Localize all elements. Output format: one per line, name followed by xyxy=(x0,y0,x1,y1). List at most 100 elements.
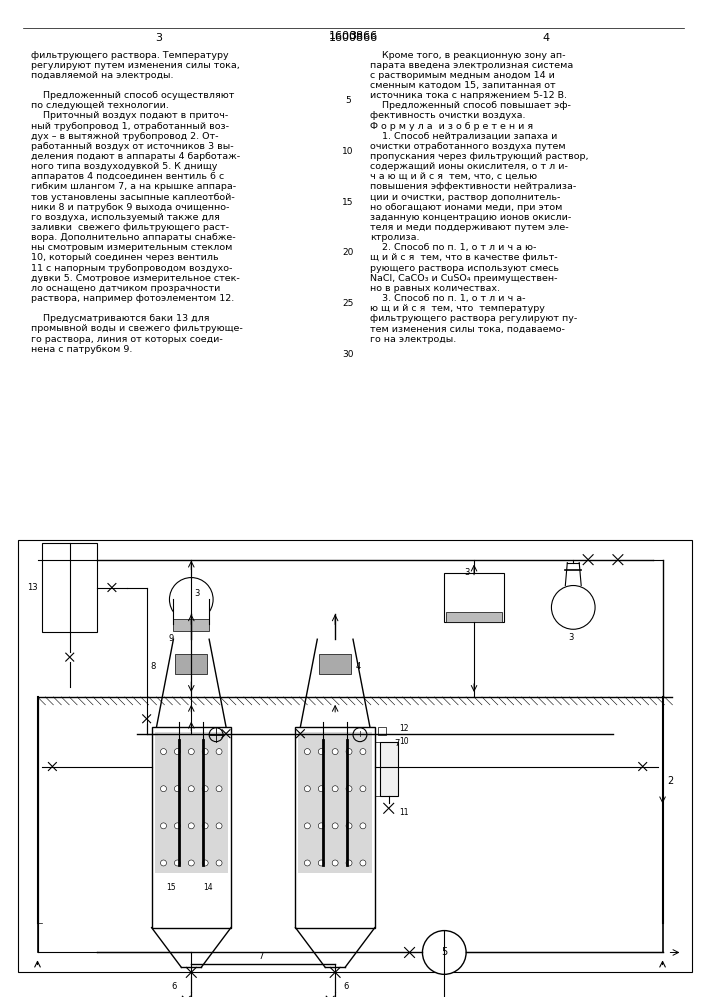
Text: тем изменения силы тока, подаваемо-: тем изменения силы тока, подаваемо- xyxy=(370,324,565,333)
Text: Предусматриваются баки 13 для: Предусматриваются баки 13 для xyxy=(30,314,209,323)
Circle shape xyxy=(305,786,310,792)
Circle shape xyxy=(216,860,222,866)
Text: 10: 10 xyxy=(399,737,409,746)
Text: 4: 4 xyxy=(356,662,361,671)
Text: 6: 6 xyxy=(171,982,177,991)
Text: 8: 8 xyxy=(150,662,156,671)
Text: 11: 11 xyxy=(399,808,409,817)
Text: NaCl, CaCO₃ и CuSO₄ преимуществен-: NaCl, CaCO₃ и CuSO₄ преимуществен- xyxy=(370,274,557,283)
Circle shape xyxy=(216,823,222,829)
Text: сменным катодом 15, запитанная от: сменным катодом 15, запитанная от xyxy=(370,81,556,90)
Text: теля и меди поддерживают путем эле-: теля и меди поддерживают путем эле- xyxy=(370,223,568,232)
Circle shape xyxy=(188,823,194,829)
Text: 7: 7 xyxy=(258,952,264,961)
Text: содержащий ионы окислителя, о т л и-: содержащий ионы окислителя, о т л и- xyxy=(370,162,568,171)
Text: Предложенный способ осуществляют: Предложенный способ осуществляют xyxy=(30,91,234,100)
Bar xyxy=(175,654,207,674)
Text: фильтрующего раствора. Температуру: фильтрующего раствора. Температуру xyxy=(30,51,228,60)
Text: но в равных количествах.: но в равных количествах. xyxy=(370,284,500,293)
Text: деления подают в аппараты 4 барботаж-: деления подают в аппараты 4 барботаж- xyxy=(30,152,240,161)
Text: заданную концентрацию ионов окисли-: заданную концентрацию ионов окисли- xyxy=(370,213,571,222)
Text: ции и очистки, раствор дополнитель-: ции и очистки, раствор дополнитель- xyxy=(370,193,560,202)
Bar xyxy=(444,573,504,622)
Circle shape xyxy=(360,749,366,755)
Text: Приточный воздух подают в приточ-: Приточный воздух подают в приточ- xyxy=(30,111,228,120)
Text: 10: 10 xyxy=(342,147,354,156)
Circle shape xyxy=(332,749,338,755)
Bar xyxy=(151,727,231,928)
Text: ны смотровым измерительным стеклом: ны смотровым измерительным стеклом xyxy=(30,243,232,252)
Circle shape xyxy=(305,749,310,755)
Text: Ф о р м у л а  и з о б р е т е н и я: Ф о р м у л а и з о б р е т е н и я xyxy=(370,122,533,131)
Text: 15: 15 xyxy=(167,883,176,892)
Text: ю щ и й с я  тем, что  температуру: ю щ и й с я тем, что температуру xyxy=(370,304,545,313)
Text: 20: 20 xyxy=(342,248,354,257)
Text: ного типа воздуходувкой 5. К днищу: ного типа воздуходувкой 5. К днищу xyxy=(30,162,217,171)
Circle shape xyxy=(423,931,466,974)
Bar xyxy=(446,612,502,622)
Circle shape xyxy=(216,749,222,755)
Text: гибким шлангом 7, а на крышке аппара-: гибким шлангом 7, а на крышке аппара- xyxy=(30,182,235,191)
Circle shape xyxy=(332,860,338,866)
Text: фильтрующего раствора регулируют пу-: фильтрующего раствора регулируют пу- xyxy=(370,314,577,323)
Text: 3: 3 xyxy=(464,568,469,577)
Text: 5: 5 xyxy=(441,947,448,957)
Bar xyxy=(298,732,372,873)
Text: источника тока с напряжением 5-12 В.: источника тока с напряжением 5-12 В. xyxy=(370,91,567,100)
Ellipse shape xyxy=(170,578,213,621)
Circle shape xyxy=(332,786,338,792)
Text: Предложенный способ повышает эф-: Предложенный способ повышает эф- xyxy=(370,101,571,110)
Circle shape xyxy=(160,786,166,792)
Circle shape xyxy=(318,786,325,792)
Circle shape xyxy=(202,860,208,866)
Text: 2. Способ по п. 1, о т л и ч а ю-: 2. Способ по п. 1, о т л и ч а ю- xyxy=(370,243,536,252)
Text: но обогащают ионами меди, при этом: но обогащают ионами меди, при этом xyxy=(370,203,562,212)
Text: промывной воды и свежего фильтрующе-: промывной воды и свежего фильтрующе- xyxy=(30,324,243,333)
Circle shape xyxy=(160,749,166,755)
Text: го воздуха, используемый также для: го воздуха, используемый также для xyxy=(30,213,219,222)
Bar xyxy=(296,727,375,928)
Text: 11 с напорным трубопроводом воздухо-: 11 с напорным трубопроводом воздухо- xyxy=(30,264,232,273)
Circle shape xyxy=(346,786,352,792)
Text: фективность очистки воздуха.: фективность очистки воздуха. xyxy=(370,111,525,120)
Circle shape xyxy=(346,749,352,755)
Text: повышения эффективности нейтрализа-: повышения эффективности нейтрализа- xyxy=(370,182,576,191)
Text: 30: 30 xyxy=(342,350,354,359)
Circle shape xyxy=(318,860,325,866)
Text: 15: 15 xyxy=(342,198,354,207)
Text: работанный воздух от источников 3 вы-: работанный воздух от источников 3 вы- xyxy=(30,142,233,151)
Text: 12: 12 xyxy=(399,724,409,733)
Text: 13: 13 xyxy=(28,583,38,592)
Text: подавляемой на электроды.: подавляемой на электроды. xyxy=(30,71,173,80)
Text: 25: 25 xyxy=(342,299,354,308)
Text: регулируют путем изменения силы тока,: регулируют путем изменения силы тока, xyxy=(30,61,239,70)
Circle shape xyxy=(305,823,310,829)
Circle shape xyxy=(175,860,180,866)
Text: 9: 9 xyxy=(168,634,174,643)
Circle shape xyxy=(188,786,194,792)
Text: по следующей технологии.: по следующей технологии. xyxy=(30,101,168,110)
Text: го на электроды.: го на электроды. xyxy=(370,335,456,344)
Text: рующего раствора используют смесь: рующего раствора используют смесь xyxy=(370,264,559,273)
Circle shape xyxy=(175,786,180,792)
Text: 3: 3 xyxy=(194,589,199,598)
Bar xyxy=(173,599,209,624)
Text: 1. Способ нейтрализации запаха и: 1. Способ нейтрализации запаха и xyxy=(370,132,557,141)
Circle shape xyxy=(346,860,352,866)
Bar xyxy=(173,619,209,631)
Text: ч а ю щ и й с я  тем, что, с целью: ч а ю щ и й с я тем, что, с целью xyxy=(370,172,537,181)
Text: 5: 5 xyxy=(345,96,351,105)
Circle shape xyxy=(160,823,166,829)
Text: 4: 4 xyxy=(543,33,550,43)
Circle shape xyxy=(305,860,310,866)
Text: 3. Способ по п. 1, о т л и ч а-: 3. Способ по п. 1, о т л и ч а- xyxy=(370,294,525,303)
Text: 14: 14 xyxy=(203,883,213,892)
Circle shape xyxy=(160,860,166,866)
Text: 7: 7 xyxy=(395,739,400,748)
Text: щ и й с я  тем, что в качестве фильт-: щ и й с я тем, что в качестве фильт- xyxy=(370,253,558,262)
Text: 1600866: 1600866 xyxy=(329,33,378,43)
Text: ный трубопровод 1, отработанный воз-: ный трубопровод 1, отработанный воз- xyxy=(30,122,228,131)
Circle shape xyxy=(188,749,194,755)
Circle shape xyxy=(318,823,325,829)
Circle shape xyxy=(346,823,352,829)
